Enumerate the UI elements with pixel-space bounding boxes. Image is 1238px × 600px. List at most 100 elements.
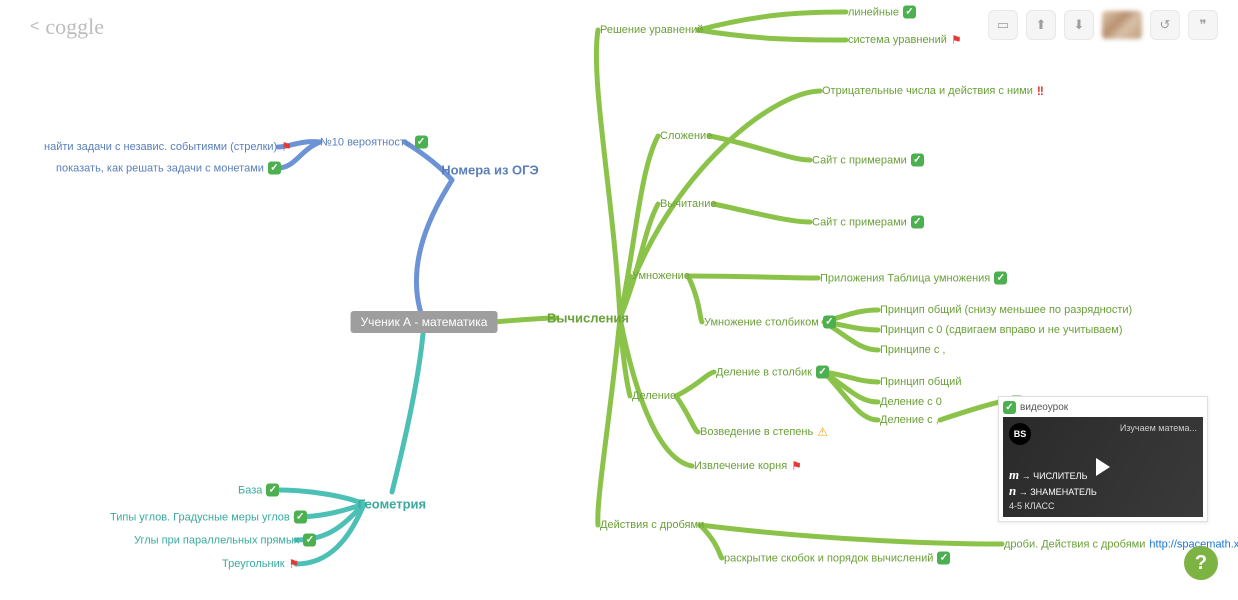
play-icon <box>1096 458 1110 476</box>
flag-icon <box>951 33 962 47</box>
mindmap-node[interactable]: Действия с дробями <box>600 519 704 531</box>
node-label: Деление с 0 <box>880 396 942 408</box>
topbar-right: ▭ ⬆ ⬇ ↺ ❞ <box>988 10 1218 40</box>
user-avatar[interactable] <box>1102 11 1142 39</box>
node-label: Отрицательные числа и действия с ними <box>822 85 1033 97</box>
history-button[interactable]: ↺ <box>1150 10 1180 40</box>
node-label: Возведение в степень <box>700 426 813 438</box>
check-icon <box>294 511 307 524</box>
mindmap-node[interactable]: Принцип общий <box>880 376 961 388</box>
branch-geo[interactable]: Геометрия <box>358 497 426 512</box>
mindmap-node[interactable]: Возведение в степень <box>700 425 828 439</box>
video-brand-icon: BS <box>1009 423 1031 445</box>
node-label: показать, как решать задачи с монетами <box>56 162 264 174</box>
mindmap-node[interactable]: Умножение <box>632 270 690 282</box>
branch-calc[interactable]: Вычисления <box>547 311 629 326</box>
node-label: раскрытие скобок и порядок вычислений <box>724 552 933 564</box>
mindmap-node[interactable]: Треугольник <box>222 557 299 571</box>
node-label: линейные <box>848 6 899 18</box>
node-label: №10 вероятность <box>320 136 411 148</box>
check-icon <box>823 316 836 329</box>
mindmap-node[interactable]: Отрицательные числа и действия с ними <box>822 84 1043 98</box>
mindmap-node[interactable]: показать, как решать задачи с монетами <box>56 162 281 175</box>
mindmap-node[interactable]: Деление <box>632 390 676 402</box>
mindmap-node[interactable]: Принцип общий (снизу меньшее по разрядно… <box>880 304 1132 316</box>
mindmap-node[interactable]: Умножение столбиком <box>704 316 836 329</box>
check-icon <box>911 154 924 167</box>
flag-icon <box>791 459 802 473</box>
video-card-title: видеоурок <box>1020 402 1068 413</box>
mindmap-node[interactable]: Деление с 0 <box>880 396 942 408</box>
mindmap-node[interactable]: Извлечение корня <box>694 459 802 473</box>
mindmap-node[interactable]: Вычитание <box>660 198 717 210</box>
back-arrow-icon[interactable]: < <box>30 18 39 36</box>
upload-button[interactable]: ⬆ <box>1026 10 1056 40</box>
node-label: Принцип с 0 (сдвигаем вправо и не учитыв… <box>880 324 1123 336</box>
mindmap-canvas[interactable]: { "app": { "logo": "coggle" }, "colors":… <box>0 0 1238 600</box>
mindmap-node[interactable]: Сайт с примерами <box>812 154 924 167</box>
mindmap-node[interactable]: система уравнений <box>848 33 962 47</box>
video-card[interactable]: видеоурок BS Изучаем матема... m → ЧИСЛИ… <box>998 396 1208 522</box>
exclamation-icon <box>1037 84 1043 98</box>
node-label: Сайт с примерами <box>812 154 907 166</box>
mindmap-node[interactable]: №10 вероятность <box>320 136 428 149</box>
mindmap-node[interactable]: Типы углов. Градусные меры углов <box>110 511 307 524</box>
node-label: Треугольник <box>222 558 285 570</box>
video-topline: Изучаем матема... <box>1009 423 1197 433</box>
node-label: Извлечение корня <box>694 460 787 472</box>
warning-icon <box>817 425 828 439</box>
node-label: База <box>238 484 262 496</box>
node-label: Умножение <box>632 270 690 282</box>
node-label: Принцип общий <box>880 376 961 388</box>
mindmap-node[interactable]: найти задачи с независ. событиями (стрел… <box>44 140 292 154</box>
root-node[interactable]: Ученик А - математика <box>351 311 498 333</box>
download-button[interactable]: ⬇ <box>1064 10 1094 40</box>
mindmap-node[interactable]: Принципе с , <box>880 344 945 356</box>
check-icon <box>1003 401 1016 414</box>
mindmap-node[interactable]: Деление в столбик <box>716 366 829 379</box>
mindmap-node[interactable]: линейные <box>848 6 916 19</box>
present-button[interactable]: ▭ <box>988 10 1018 40</box>
node-label: Типы углов. Градусные меры углов <box>110 511 290 523</box>
check-icon <box>903 6 916 19</box>
flag-icon <box>281 140 292 154</box>
node-label: Деление <box>632 390 676 402</box>
node-label: Принципе с , <box>880 344 945 356</box>
node-label: Принцип общий (снизу меньшее по разрядно… <box>880 304 1132 316</box>
node-label: найти задачи с независ. событиями (стрел… <box>44 141 277 153</box>
comments-button[interactable]: ❞ <box>1188 10 1218 40</box>
help-button[interactable]: ? <box>1184 546 1218 580</box>
node-label: Вычитание <box>660 198 717 210</box>
video-thumbnail[interactable]: BS Изучаем матема... m → ЧИСЛИТЕЛЬ n → З… <box>1003 417 1203 517</box>
node-label: Умножение столбиком <box>704 316 819 328</box>
app-logo[interactable]: coggle <box>45 14 104 40</box>
branch-oge[interactable]: Номера из ОГЭ <box>441 163 539 178</box>
topbar-left: < coggle <box>30 14 104 40</box>
mindmap-node[interactable]: База <box>238 484 279 497</box>
check-icon <box>303 534 316 547</box>
node-label: Сайт с примерами <box>812 216 907 228</box>
node-label: Решение уравнений <box>600 24 703 36</box>
check-icon <box>911 216 924 229</box>
mindmap-node[interactable]: Деление с , <box>880 414 939 426</box>
mindmap-node[interactable]: Углы при параллельных прямых <box>134 534 316 547</box>
node-label: система уравнений <box>848 34 947 46</box>
node-label: Приложения Таблица умножения <box>820 272 990 284</box>
node-label: Деление в столбик <box>716 366 812 378</box>
mindmap-node[interactable]: Приложения Таблица умножения <box>820 272 1007 285</box>
mindmap-node[interactable]: Решение уравнений <box>600 24 703 36</box>
check-icon <box>816 366 829 379</box>
check-icon <box>415 136 428 149</box>
check-icon <box>994 272 1007 285</box>
node-label: Деление с , <box>880 414 939 426</box>
mindmap-node[interactable]: Сложение <box>660 130 712 142</box>
node-label: Действия с дробями <box>600 519 704 531</box>
check-icon <box>268 162 281 175</box>
node-label: дроби. Действия с дробями <box>1004 538 1145 550</box>
check-icon <box>266 484 279 497</box>
node-label: Сложение <box>660 130 712 142</box>
check-icon <box>937 552 950 565</box>
mindmap-node[interactable]: раскрытие скобок и порядок вычислений <box>724 552 950 565</box>
mindmap-node[interactable]: Принцип с 0 (сдвигаем вправо и не учитыв… <box>880 324 1123 336</box>
mindmap-node[interactable]: Сайт с примерами <box>812 216 924 229</box>
